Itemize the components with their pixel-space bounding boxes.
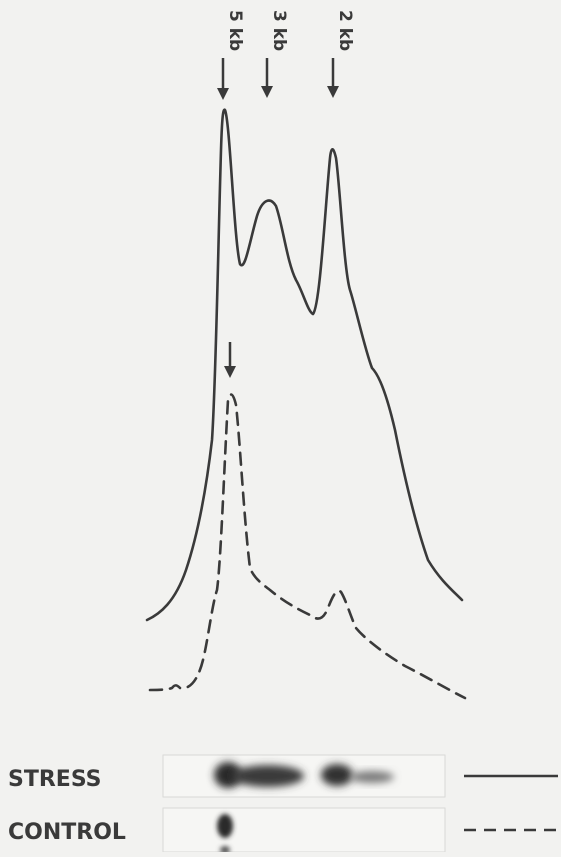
control-gel-lane xyxy=(162,807,446,854)
marker-5kb-label: 5 kb xyxy=(225,10,245,51)
marker-3kb-arrow-head xyxy=(261,86,273,98)
stress-band-2kb xyxy=(321,764,353,786)
legend-label-control: CONTROL xyxy=(8,820,126,845)
marker-3kb: 3 kb xyxy=(261,10,289,98)
stress-trace xyxy=(145,108,464,622)
stress-band-5kb xyxy=(214,762,242,788)
stress-band-3kb xyxy=(232,765,304,787)
marker-3kb-label: 3 kb xyxy=(269,10,289,51)
marker-2kb-label: 2 kb xyxy=(335,10,355,51)
control-trace xyxy=(148,393,467,700)
legend-label-stress: STRESS xyxy=(8,767,102,792)
stress-gel-lane xyxy=(162,754,446,798)
marker-5kb: 5 kb xyxy=(217,10,245,100)
stress-band-smear xyxy=(350,771,394,783)
marker-5kb-arrow-head xyxy=(217,88,229,100)
marker-2kb-arrow-head xyxy=(327,86,339,98)
control-band-5kb xyxy=(217,814,233,838)
control-peak-arrow xyxy=(224,342,236,378)
marker-2kb: 2 kb xyxy=(327,10,355,98)
